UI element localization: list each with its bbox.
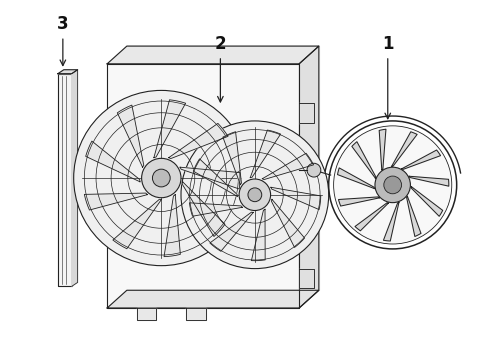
Polygon shape [271, 199, 305, 247]
Polygon shape [409, 176, 449, 186]
Polygon shape [411, 186, 442, 216]
Circle shape [307, 163, 321, 177]
Polygon shape [107, 64, 299, 308]
Text: 3: 3 [57, 15, 69, 66]
Ellipse shape [387, 169, 409, 201]
Polygon shape [107, 46, 319, 64]
Circle shape [248, 188, 262, 202]
Polygon shape [338, 168, 374, 189]
Polygon shape [107, 290, 319, 308]
Circle shape [142, 158, 181, 198]
Polygon shape [84, 193, 147, 210]
Polygon shape [154, 100, 186, 158]
Polygon shape [223, 132, 242, 185]
Polygon shape [164, 195, 180, 257]
Polygon shape [299, 269, 314, 288]
Circle shape [334, 126, 452, 244]
Polygon shape [72, 70, 77, 286]
Polygon shape [86, 141, 140, 182]
Polygon shape [182, 182, 225, 237]
Circle shape [152, 169, 170, 187]
Polygon shape [117, 105, 144, 167]
Circle shape [384, 176, 401, 194]
Polygon shape [355, 203, 389, 231]
Polygon shape [407, 196, 421, 237]
Polygon shape [193, 159, 237, 196]
Polygon shape [186, 308, 206, 320]
Polygon shape [352, 142, 376, 178]
Polygon shape [251, 209, 265, 261]
Circle shape [329, 121, 457, 249]
Polygon shape [271, 187, 321, 210]
Polygon shape [58, 74, 72, 286]
Circle shape [239, 179, 270, 211]
Polygon shape [392, 132, 417, 166]
Circle shape [74, 90, 249, 266]
Polygon shape [180, 167, 240, 189]
Polygon shape [250, 130, 281, 177]
Polygon shape [402, 150, 441, 170]
Polygon shape [127, 46, 319, 290]
Polygon shape [169, 123, 228, 158]
Polygon shape [262, 153, 314, 180]
Text: 2: 2 [215, 35, 226, 102]
Polygon shape [113, 199, 161, 249]
Circle shape [181, 121, 329, 269]
Polygon shape [299, 103, 314, 123]
Circle shape [375, 167, 411, 203]
Text: 1: 1 [382, 35, 393, 119]
Polygon shape [299, 46, 319, 308]
Polygon shape [384, 202, 399, 241]
Polygon shape [339, 197, 379, 206]
Polygon shape [210, 212, 253, 251]
Polygon shape [137, 308, 156, 320]
Polygon shape [58, 70, 77, 74]
Polygon shape [190, 203, 243, 216]
Polygon shape [379, 129, 386, 170]
